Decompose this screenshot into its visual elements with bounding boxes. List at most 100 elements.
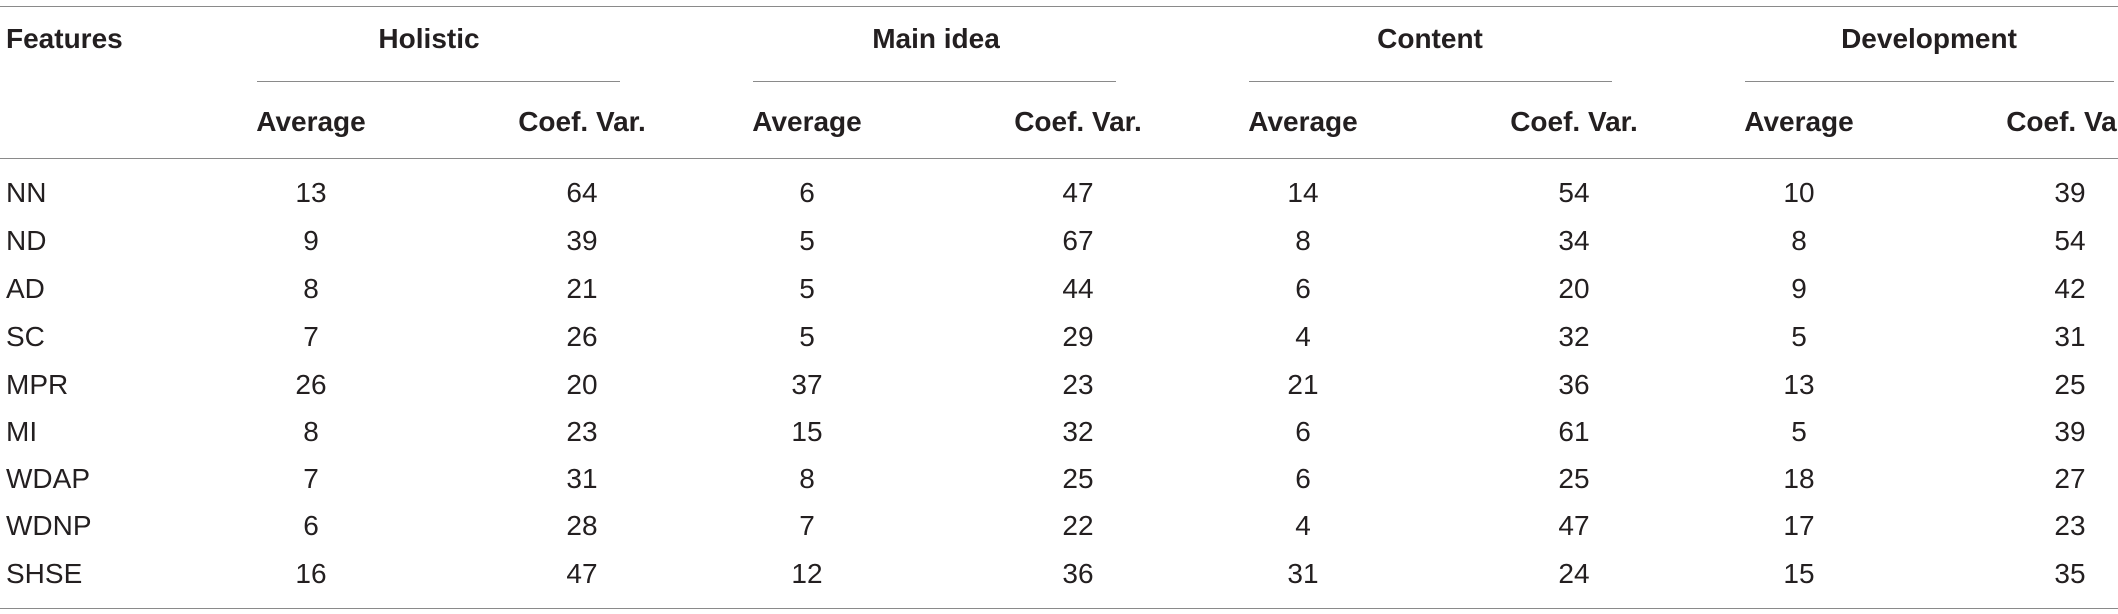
table-cell: 15 [791, 416, 823, 447]
table-cell: 17 [1783, 510, 1815, 541]
table-cell: 10 [1783, 177, 1815, 208]
row-feature: AD [6, 273, 45, 304]
table-cell: 15 [1783, 558, 1815, 589]
table-cell: 13 [1783, 369, 1815, 400]
table-cell: 6 [1295, 273, 1311, 304]
row-feature: NN [6, 177, 47, 208]
table-cell: 6 [799, 177, 815, 208]
table-cell: 67 [1062, 225, 1094, 256]
table-cell: 16 [295, 558, 327, 589]
group-header: Holistic [378, 23, 480, 54]
table-cell: 18 [1783, 463, 1815, 494]
row-feature: WDAP [6, 463, 90, 494]
table-cell: 5 [1791, 416, 1807, 447]
table-cell: 32 [1558, 321, 1590, 352]
group-underline [257, 81, 620, 82]
table-bottom-rule [0, 608, 2118, 609]
table-cell: 36 [1062, 558, 1094, 589]
table-cell: 21 [566, 273, 598, 304]
table-cell: 21 [1287, 369, 1319, 400]
table-cell: 31 [2054, 321, 2086, 352]
table-cell: 25 [1062, 463, 1094, 494]
table-cell: 27 [2054, 463, 2086, 494]
table-cell: 4 [1295, 321, 1311, 352]
table-cell: 8 [303, 416, 319, 447]
table-cell: 4 [1295, 510, 1311, 541]
table-cell: 44 [1062, 273, 1094, 304]
subheader: Coef. Var. [518, 106, 646, 137]
table-cell: 5 [799, 225, 815, 256]
table-cell: 26 [295, 369, 327, 400]
table-cell: 26 [566, 321, 598, 352]
table-cell: 8 [1295, 225, 1311, 256]
table-cell: 31 [1287, 558, 1319, 589]
table-cell: 32 [1062, 416, 1094, 447]
subheader: Average [752, 106, 862, 137]
table-cell: 13 [295, 177, 327, 208]
table-cell: 5 [1791, 321, 1807, 352]
table-cell: 24 [1558, 558, 1590, 589]
table-cell: 6 [1295, 416, 1311, 447]
row-feature: WDNP [6, 510, 92, 541]
row-feature: SC [6, 321, 45, 352]
table-cell: 22 [1062, 510, 1094, 541]
subheader: Coef. Var. [1014, 106, 1142, 137]
table-cell: 12 [791, 558, 823, 589]
table-cell: 23 [2054, 510, 2086, 541]
table-cell: 25 [1558, 463, 1590, 494]
table-cell: 8 [1791, 225, 1807, 256]
table-cell: 39 [2054, 416, 2086, 447]
row-feature: ND [6, 225, 47, 256]
table-cell: 6 [303, 510, 319, 541]
table-cell: 64 [566, 177, 598, 208]
table-cell: 39 [566, 225, 598, 256]
group-underline [753, 81, 1116, 82]
table-cell: 20 [1558, 273, 1590, 304]
subheader: Average [256, 106, 366, 137]
group-underline [1745, 81, 2114, 82]
group-header: Development [1841, 23, 2017, 54]
table-cell: 34 [1558, 225, 1590, 256]
subheader: Coef. Var. [2006, 106, 2118, 137]
table-cell: 9 [303, 225, 319, 256]
subheader: Average [1248, 106, 1358, 137]
row-feature: MPR [6, 369, 69, 400]
table-cell: 47 [566, 558, 598, 589]
table-cell: 29 [1062, 321, 1094, 352]
table-cell: 23 [566, 416, 598, 447]
table-cell: 42 [2054, 273, 2086, 304]
table-cell: 54 [1558, 177, 1590, 208]
subheader: Coef. Var. [1510, 106, 1638, 137]
table-cell: 6 [1295, 463, 1311, 494]
table-cell: 54 [2054, 225, 2086, 256]
table-cell: 31 [566, 463, 598, 494]
table-cell: 5 [799, 273, 815, 304]
row-feature: MI [6, 416, 38, 447]
table-cell: 7 [303, 463, 319, 494]
table-cell: 47 [1062, 177, 1094, 208]
group-header: Content [1377, 23, 1483, 54]
table-cell: 39 [2054, 177, 2086, 208]
table-cell: 14 [1287, 177, 1319, 208]
group-header: Main idea [872, 23, 1000, 54]
group-underline [1249, 81, 1612, 82]
table-cell: 9 [1791, 273, 1807, 304]
table-cell: 36 [1558, 369, 1590, 400]
table-cell: 28 [566, 510, 598, 541]
table-cell: 8 [303, 273, 319, 304]
row-feature: SHSE [6, 558, 83, 589]
table-cell: 7 [303, 321, 319, 352]
subheader: Average [1744, 106, 1854, 137]
table-cell: 5 [799, 321, 815, 352]
table-cell: 35 [2054, 558, 2086, 589]
table-cell: 8 [799, 463, 815, 494]
table-header-rule [0, 158, 2118, 159]
table-cell: 7 [799, 510, 815, 541]
table-cell: 47 [1558, 510, 1590, 541]
table-cell: 61 [1558, 416, 1590, 447]
features-header: Features [6, 23, 123, 54]
table-cell: 23 [1062, 369, 1094, 400]
table-cell: 20 [566, 369, 598, 400]
table-cell: 37 [791, 369, 823, 400]
